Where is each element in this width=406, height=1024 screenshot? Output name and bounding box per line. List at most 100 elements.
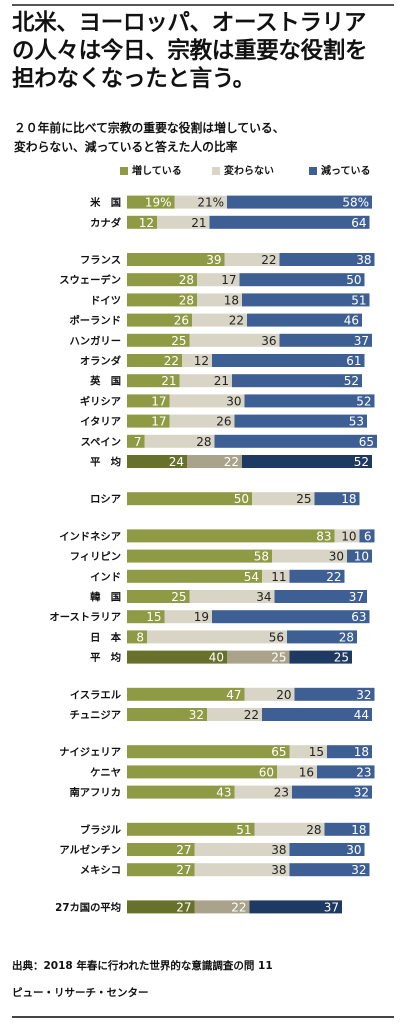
bar-value-label: 32 bbox=[189, 708, 204, 722]
bar-value-label: 22 bbox=[244, 708, 259, 722]
bar-value-label: 25 bbox=[271, 651, 286, 665]
bar-value-label: 44 bbox=[354, 708, 369, 722]
bar-value-label: 16 bbox=[299, 765, 314, 779]
stacked-bar-chart: 米 国 19% 21% 58% カナダ 12 21 64 フランス 39 22 38 スウェーデン 28 1… bbox=[49, 195, 377, 914]
bar-value-label: 30 bbox=[226, 394, 241, 408]
bar-value-label: 20 bbox=[276, 688, 291, 702]
top-rule bbox=[12, 4, 394, 6]
bar-segment-increase bbox=[127, 785, 235, 799]
bar-value-label: 23 bbox=[356, 765, 371, 779]
bar-value-label: 63 bbox=[351, 610, 366, 624]
bar-value-label: 11 bbox=[271, 570, 286, 584]
bar-segment-increase bbox=[127, 610, 165, 624]
bar-segment-same bbox=[197, 273, 240, 287]
legend-swatch-same bbox=[212, 167, 220, 175]
country-label: メキシコ bbox=[80, 865, 121, 877]
bar-value-label: 25 bbox=[171, 334, 186, 348]
bar-value-label: 22 bbox=[164, 354, 179, 368]
page-title: 北米、ヨーロッパ、オーストラリア の人々は今日、宗教は重要な役割を 担わなくなっ… bbox=[12, 9, 402, 93]
legend-label-increase: 増している bbox=[132, 166, 182, 177]
bar-value-label: 28 bbox=[339, 630, 354, 644]
bar-value-label: 24 bbox=[169, 455, 184, 469]
bar-segment-decrease bbox=[214, 434, 377, 448]
legend-swatch-increase bbox=[120, 167, 128, 175]
bar-segment-same bbox=[182, 354, 212, 367]
bar-segment-increase bbox=[127, 822, 255, 836]
bar-value-label: 10 bbox=[354, 550, 369, 564]
country-label: スウェーデン bbox=[59, 274, 121, 287]
country-label: イタリア bbox=[80, 416, 121, 428]
bar-segment-decrease bbox=[232, 374, 362, 388]
bar-segment-same bbox=[147, 630, 287, 644]
bar-value-label: 61 bbox=[346, 354, 361, 368]
bar-segment-same bbox=[262, 569, 290, 583]
bar-value-label: 30 bbox=[329, 550, 344, 564]
bar-value-label: 56 bbox=[269, 630, 284, 644]
bar-segment-decrease bbox=[324, 822, 370, 836]
country-label: 米 国 bbox=[90, 196, 121, 209]
bar-value-label: 17 bbox=[151, 394, 166, 408]
bar-value-label: 17 bbox=[151, 415, 166, 429]
bar-segment-increase bbox=[127, 195, 175, 209]
bar-segment-same bbox=[272, 549, 347, 563]
bar-segment-decrease bbox=[242, 455, 372, 468]
bar-value-label: 26 bbox=[216, 415, 231, 429]
country-label: ブラジル bbox=[80, 823, 122, 836]
bar-value-label: 52 bbox=[344, 374, 359, 388]
bar-segment-same bbox=[144, 434, 215, 448]
bar-segment-decrease bbox=[292, 785, 372, 799]
bar-segment-increase bbox=[127, 293, 197, 307]
bar-segment-increase bbox=[127, 630, 147, 644]
bar-value-label: 18 bbox=[354, 745, 369, 759]
legend-item-same: 変わらない bbox=[212, 162, 274, 177]
bar-value-label: 37 bbox=[349, 590, 364, 604]
bar-value-label: 22 bbox=[326, 570, 341, 584]
bar-segment-increase bbox=[127, 549, 272, 563]
country-label: ナイジェリア bbox=[59, 747, 121, 759]
country-label: フランス bbox=[80, 255, 121, 267]
bar-value-label: 39 bbox=[206, 253, 221, 267]
bar-segment-same bbox=[194, 843, 290, 856]
bar-value-label: 22 bbox=[261, 253, 276, 267]
bar-value-label: 18 bbox=[224, 293, 239, 307]
bar-value-label: 32 bbox=[356, 688, 371, 702]
bar-value-label: 53 bbox=[349, 415, 364, 429]
chart-subtitle: ２０年前に比べて宗教の重要な役割は増している、 変わらない、減っていると答えた人… bbox=[14, 119, 394, 157]
bar-segment-same bbox=[197, 293, 242, 307]
country-label: 英 国 bbox=[89, 375, 121, 388]
bar-segment-same bbox=[207, 708, 262, 721]
bar-value-label: 23 bbox=[274, 786, 289, 800]
bar-segment-decrease bbox=[244, 394, 375, 408]
bar-value-label: 38 bbox=[356, 253, 371, 267]
bar-segment-increase bbox=[127, 333, 190, 347]
bar-value-label: 65 bbox=[359, 435, 374, 449]
bar-segment-same bbox=[169, 394, 245, 408]
country-label: ギリシア bbox=[80, 395, 121, 408]
bar-value-label: 40 bbox=[209, 651, 224, 665]
bar-value-label: 8 bbox=[136, 630, 144, 644]
country-label: イスラエル bbox=[70, 689, 122, 701]
bar-value-label: 19 bbox=[194, 610, 209, 624]
bar-segment-same bbox=[234, 785, 292, 799]
title-line: 担わなくなったと言う。 bbox=[12, 66, 255, 92]
bar-segment-decrease bbox=[212, 354, 365, 367]
bar-value-label: 22 bbox=[231, 900, 246, 914]
country-label: 南アフリカ bbox=[70, 786, 121, 799]
country-label: カナダ bbox=[90, 216, 122, 229]
bar-value-label: 7 bbox=[134, 435, 142, 449]
bar-value-label: 28 bbox=[196, 435, 211, 449]
country-label: ケニヤ bbox=[90, 767, 121, 779]
bar-segment-increase bbox=[127, 900, 195, 914]
bar-segment-decrease bbox=[262, 708, 372, 721]
bar-value-label: 38 bbox=[271, 843, 286, 857]
bar-value-label: 32 bbox=[354, 786, 369, 800]
title-line: の人々は今日、宗教は重要な役割を bbox=[12, 38, 368, 64]
bar-value-label: 34 bbox=[256, 590, 271, 604]
bar-segment-increase bbox=[127, 313, 192, 327]
bar-value-label: 52 bbox=[354, 455, 369, 469]
bar-segment-increase bbox=[127, 253, 225, 266]
bar-segment-increase bbox=[127, 765, 277, 779]
bar-segment-same bbox=[169, 414, 235, 428]
country-label: ドイツ bbox=[90, 295, 121, 307]
bar-segment-same bbox=[254, 822, 325, 836]
